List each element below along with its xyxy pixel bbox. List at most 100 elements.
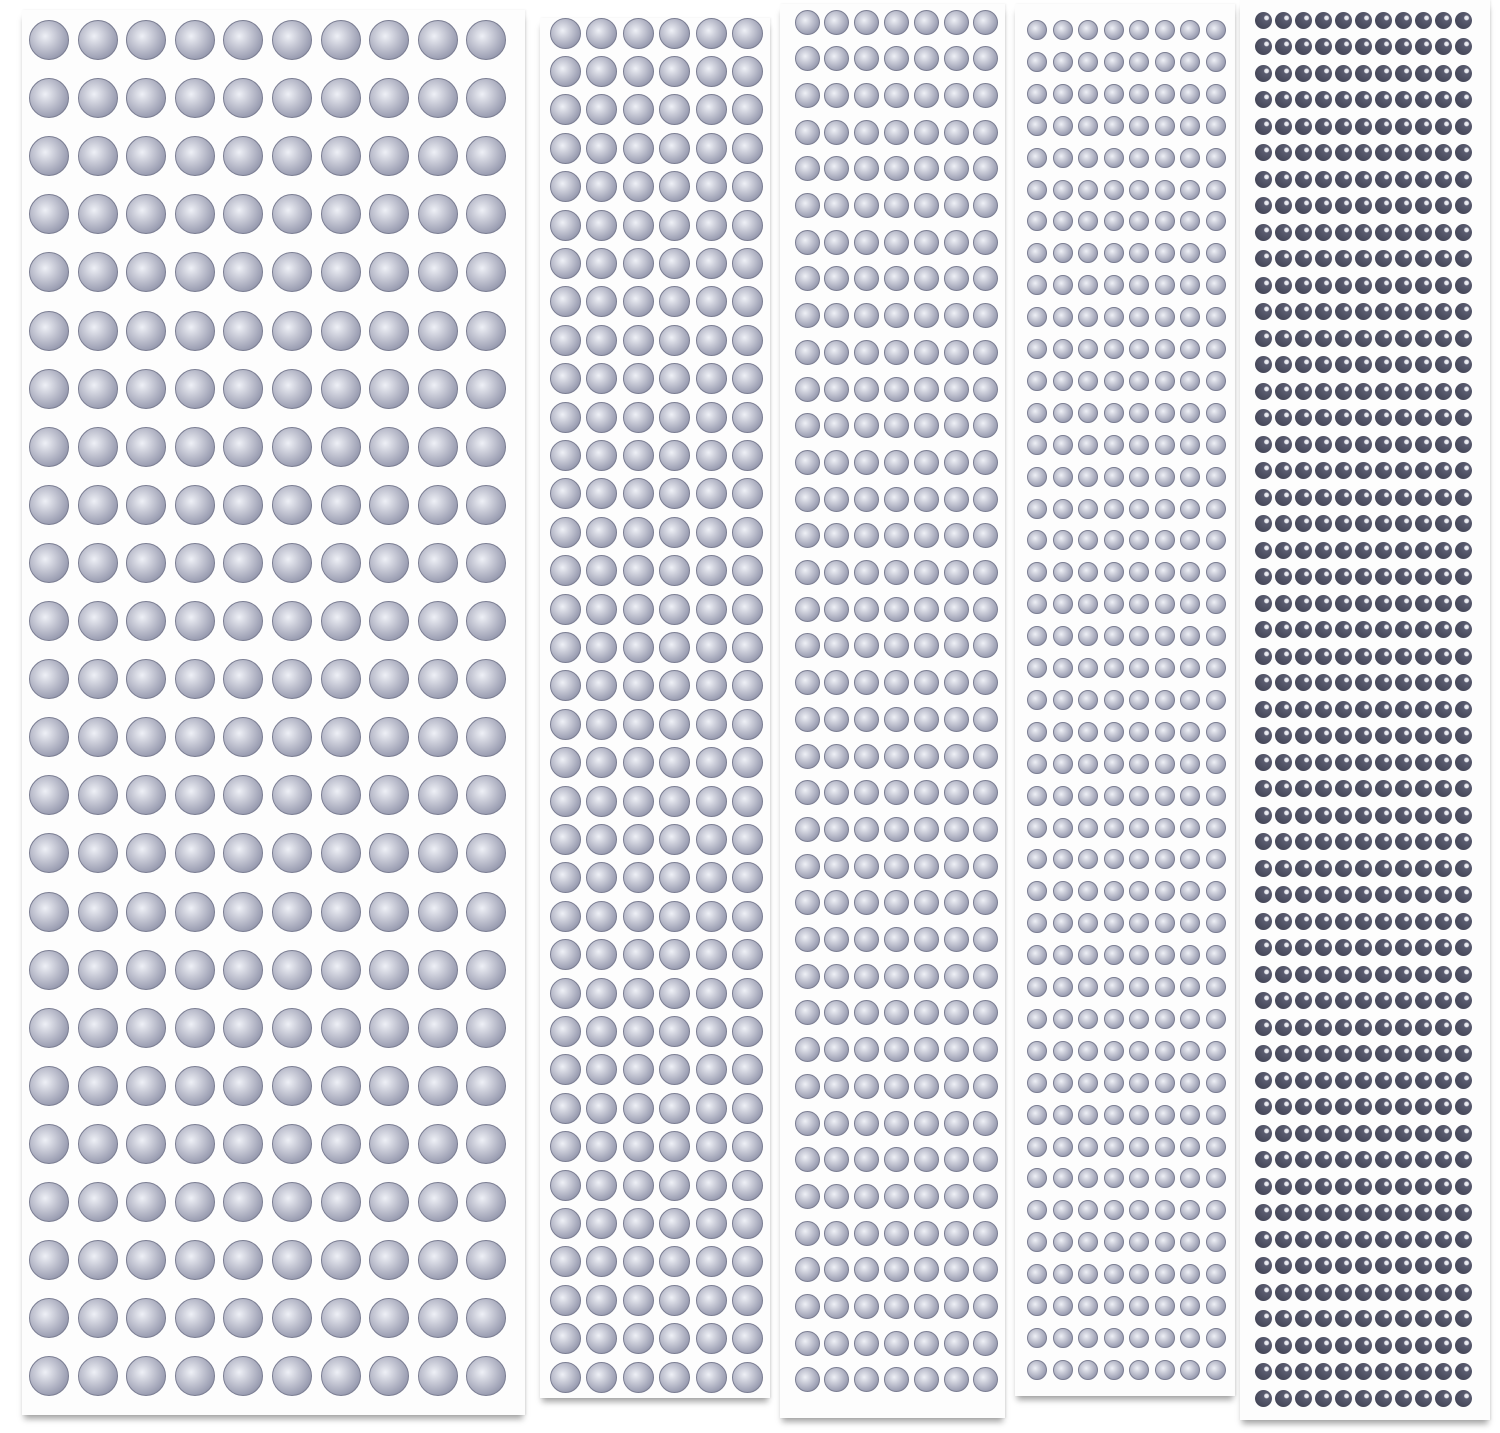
rhinestone: [1129, 434, 1149, 455]
rhinestone: [1254, 356, 1272, 373]
rhinestone: [1414, 727, 1432, 744]
rhinestone: [1334, 64, 1352, 82]
rhinestone: [824, 1220, 850, 1246]
rhinestone: [1454, 753, 1472, 771]
rhinestone: [1314, 276, 1332, 294]
rhinestone: [1205, 115, 1226, 136]
rhinestone: [1180, 1327, 1200, 1348]
rhinestone: [223, 1298, 264, 1339]
rhinestone: [1374, 700, 1392, 718]
rhinestone: [913, 596, 939, 622]
rhinestone: [824, 486, 850, 512]
rhinestone: [1180, 275, 1200, 296]
rhinestone: [29, 659, 69, 700]
rhinestone: [794, 560, 820, 585]
rhinestone: [466, 310, 507, 351]
rhinestone: [126, 78, 167, 119]
rhinestone: [1205, 1104, 1226, 1125]
rhinestone: [1154, 498, 1175, 519]
rhinestone: [695, 862, 727, 894]
rhinestone: [126, 426, 167, 467]
rhinestone: [659, 862, 690, 894]
rhinestone: [1103, 721, 1124, 742]
rhinestone: [1254, 939, 1272, 956]
rhinestone: [1129, 1072, 1149, 1093]
rhinestone: [1334, 117, 1352, 135]
rhinestone: [943, 156, 969, 182]
rhinestone: [1205, 147, 1226, 168]
rhinestone: [1052, 849, 1073, 870]
rhinestone: [854, 303, 880, 329]
rhinestone: [1254, 409, 1272, 426]
rhinestone: [732, 1169, 763, 1201]
rhinestone: [1354, 780, 1372, 797]
rhinestone: [1354, 144, 1372, 161]
rhinestone: [1205, 913, 1226, 934]
rhinestone: [659, 823, 690, 855]
rhinestone: [1354, 1124, 1372, 1142]
rhinestone: [1027, 945, 1047, 966]
rhinestone: [1274, 488, 1292, 506]
rhinestone: [1334, 515, 1352, 532]
rhinestone: [943, 119, 969, 145]
rhinestone: [1454, 674, 1472, 691]
rhinestone: [466, 1065, 507, 1106]
rhinestone: [1154, 20, 1175, 40]
rhinestone: [1334, 356, 1352, 373]
rhinestone: [174, 1240, 215, 1281]
rhinestone: [1314, 144, 1332, 161]
rhinestone: [1129, 1296, 1149, 1316]
rhinestone: [794, 229, 820, 255]
rhinestone: [1394, 594, 1412, 612]
rhinestone: [1334, 886, 1352, 903]
rhinestone: [1154, 211, 1175, 232]
rhinestone: [1052, 1008, 1073, 1029]
rhinestone: [1454, 276, 1472, 294]
rhinestone: [1180, 147, 1200, 168]
rhinestone: [1334, 806, 1352, 824]
rhinestone: [1334, 223, 1352, 241]
rhinestone: [1027, 817, 1047, 838]
rhinestone: [272, 833, 312, 874]
rhinestone: [1129, 307, 1149, 328]
rhinestone: [794, 1037, 820, 1063]
rhinestone: [1205, 945, 1226, 966]
rhinestone: [913, 266, 939, 292]
rhinestone: [1394, 435, 1412, 453]
rhinestone: [223, 891, 264, 932]
rhinestone: [1078, 689, 1098, 710]
rhinestone: [1078, 913, 1098, 934]
rhinestone: [1454, 965, 1472, 983]
rhinestone: [1394, 223, 1412, 241]
rhinestone: [1274, 647, 1292, 665]
rhinestone: [549, 324, 581, 356]
rhinestone: [77, 136, 118, 177]
rhinestone: [943, 339, 969, 365]
rhinestone: [1454, 488, 1472, 506]
rhinestone: [1027, 20, 1047, 40]
rhinestone: [1254, 859, 1272, 877]
rhinestone: [913, 1073, 939, 1099]
rhinestone: [622, 1015, 654, 1047]
rhinestone: [943, 266, 969, 292]
rhinestone: [1027, 1104, 1047, 1125]
rhinestone: [1414, 753, 1432, 771]
rhinestone: [1027, 339, 1047, 359]
rhinestone: [659, 516, 690, 548]
rhinestone: [913, 1367, 939, 1393]
rhinestone: [1294, 753, 1312, 771]
rhinestone: [854, 266, 880, 292]
rhinestone: [1129, 1104, 1149, 1125]
rhinestone: [943, 890, 969, 916]
rhinestone: [1434, 515, 1452, 532]
rhinestone: [1414, 674, 1432, 691]
rhinestone: [1314, 859, 1332, 877]
rhinestone: [973, 449, 999, 475]
rhinestone: [174, 368, 215, 409]
rhinestone: [29, 1065, 69, 1106]
rhinestone: [1334, 1283, 1352, 1301]
rhinestone: [1274, 1230, 1292, 1248]
rhinestone: [1274, 806, 1292, 824]
rhinestone: [1052, 83, 1073, 104]
rhinestone: [1078, 530, 1098, 551]
